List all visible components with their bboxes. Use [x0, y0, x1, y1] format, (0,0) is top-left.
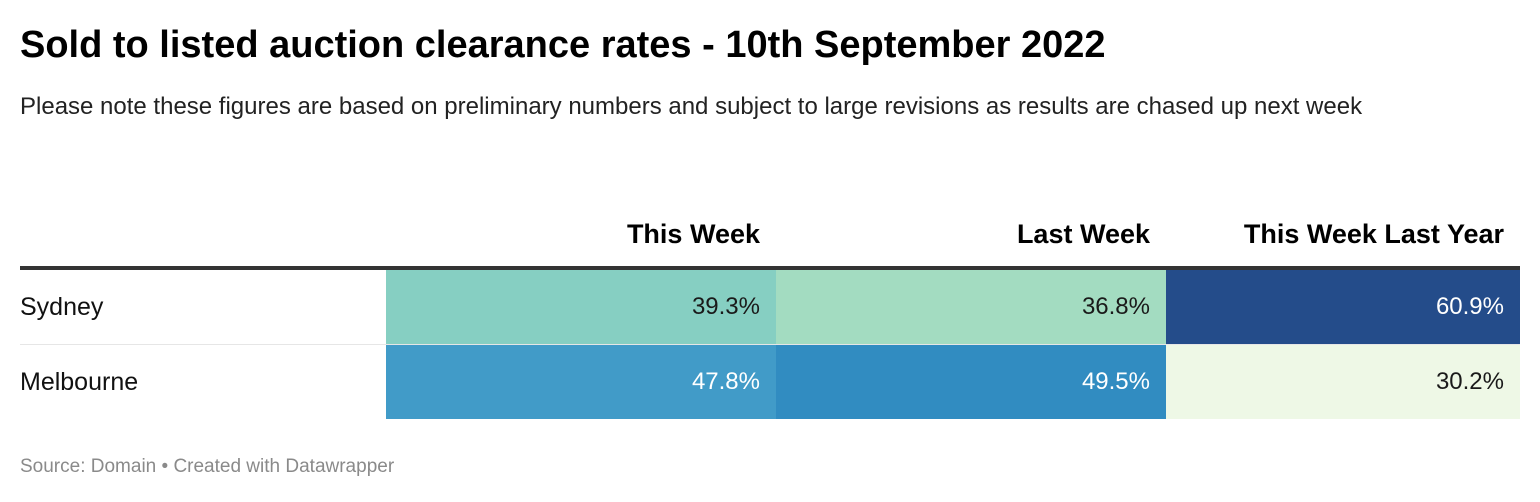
- cell-sydney-this-week-last-year: 60.9%: [1166, 270, 1520, 344]
- column-header-this-week-last-year: This Week Last Year: [1243, 219, 1504, 249]
- chart-subtitle: Please note these figures are based on p…: [20, 93, 1363, 120]
- row-label-melbourne: Melbourne: [20, 368, 139, 396]
- cell-sydney-last-week: 36.8%: [776, 270, 1166, 344]
- column-header-this-week: This Week: [626, 219, 760, 249]
- cell-sydney-this-week: 39.3%: [386, 270, 776, 344]
- cell-melbourne-last-week: 49.5%: [776, 345, 1166, 419]
- clearance-rate-table: This Week Last Week This Week Last Year …: [20, 208, 1520, 419]
- table-row-sydney: Sydney 39.3% 36.8% 60.9%: [20, 270, 1520, 345]
- table-header-row: This Week Last Week This Week Last Year: [20, 208, 1520, 270]
- chart-title: Sold to listed auction clearance rates -…: [20, 24, 1106, 66]
- table-row-melbourne: Melbourne 47.8% 49.5% 30.2%: [20, 345, 1520, 419]
- row-label-sydney: Sydney: [20, 293, 104, 321]
- cell-melbourne-this-week: 47.8%: [386, 345, 776, 419]
- cell-melbourne-this-week-last-year: 30.2%: [1166, 345, 1520, 419]
- column-header-last-week: Last Week: [1016, 219, 1150, 249]
- source-footer: Source: Domain • Created with Datawrappe…: [20, 456, 395, 477]
